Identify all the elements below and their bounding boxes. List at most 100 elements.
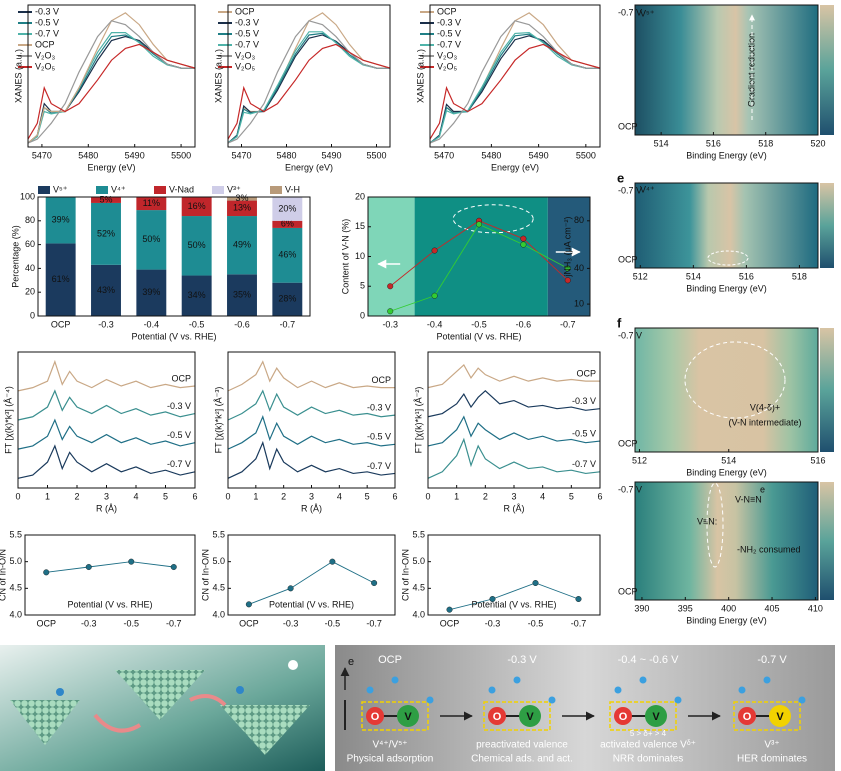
valence-label: activated valence Vᵟ⁺ bbox=[600, 740, 696, 751]
region-background bbox=[547, 197, 590, 316]
y2-tick-label: 40 bbox=[574, 263, 584, 273]
atom-label: V bbox=[404, 711, 412, 723]
legend-label: -0.5 V bbox=[437, 28, 461, 38]
series-line bbox=[227, 360, 395, 392]
bar-segment bbox=[272, 282, 303, 316]
point bbox=[520, 235, 527, 242]
bar-segment bbox=[272, 197, 303, 221]
bar-segment bbox=[181, 197, 212, 217]
y-tick-label: 5.0 bbox=[412, 556, 425, 566]
bar-segment bbox=[181, 275, 212, 316]
legend-label: V₂O₃ bbox=[235, 50, 255, 60]
n2-molecule bbox=[614, 686, 622, 694]
y-axis-label: CN of In-O/N bbox=[0, 549, 7, 601]
y-axis-label: XANES (a.u.) bbox=[13, 49, 23, 103]
atom-label: V bbox=[776, 711, 784, 723]
bar-segment bbox=[136, 269, 167, 316]
legend-label: -0.5 V bbox=[235, 28, 259, 38]
n2-molecule bbox=[56, 688, 64, 696]
panel-label: f bbox=[617, 315, 622, 330]
legend-label: V-H bbox=[285, 184, 300, 194]
y-tick-label: 40 bbox=[25, 263, 35, 273]
legend-label: V₂O₅ bbox=[437, 61, 457, 71]
series-line bbox=[429, 20, 600, 144]
plot-frame bbox=[634, 327, 819, 453]
process-label: Chemical ads. and act. bbox=[471, 754, 573, 765]
n2-molecule bbox=[488, 686, 496, 694]
legend-swatch bbox=[212, 186, 224, 194]
flow-arrow bbox=[189, 694, 227, 707]
heatmap-image bbox=[635, 183, 818, 268]
series-line bbox=[17, 444, 196, 479]
y-axis-label: XANES (a.u.) bbox=[415, 49, 425, 103]
y-tick-label: 15 bbox=[355, 221, 365, 231]
x-tick-label: 3 bbox=[104, 491, 109, 501]
value-label: 35% bbox=[233, 290, 251, 300]
atom-label: O bbox=[619, 711, 628, 723]
series-label: -0.3 V bbox=[572, 396, 596, 406]
atom-label: O bbox=[743, 711, 752, 723]
value-label: 6% bbox=[281, 219, 294, 229]
x-tick-label: 514 bbox=[721, 455, 736, 465]
series-line bbox=[46, 561, 174, 573]
x-tick-label: 5 bbox=[365, 491, 370, 501]
series-line bbox=[429, 43, 601, 140]
legend-label: V₂O₃ bbox=[35, 50, 55, 60]
series-label: -0.3 V bbox=[167, 401, 191, 411]
value-label: 50% bbox=[188, 240, 206, 250]
x-tick-label: -0.5 bbox=[123, 618, 139, 628]
oxygen-atom bbox=[614, 707, 632, 725]
value-label: 39% bbox=[142, 287, 160, 297]
x-tick-label: 6 bbox=[392, 491, 397, 501]
active-site-box bbox=[361, 701, 429, 731]
y-axis-label: FT [χ(k)*k¹] (Å⁻²) bbox=[413, 387, 423, 454]
bar-segment bbox=[227, 216, 257, 275]
legend-label: V-Nad bbox=[169, 184, 194, 194]
point bbox=[431, 247, 438, 254]
y-tick-label: 100 bbox=[20, 191, 35, 201]
n2-molecule bbox=[738, 686, 746, 694]
x-tick-label: -0.4 bbox=[427, 319, 443, 329]
bar-segment bbox=[45, 243, 76, 316]
series-line bbox=[27, 20, 195, 144]
x-tick-label: -0.3 bbox=[81, 618, 97, 628]
x-tick-label: 1 bbox=[253, 491, 258, 501]
x-tick-label: 5480 bbox=[276, 150, 296, 160]
value-label: 20% bbox=[278, 203, 296, 213]
x-tick-label: 395 bbox=[678, 603, 693, 613]
x-tick-label: 5490 bbox=[321, 150, 341, 160]
value-label: 28% bbox=[278, 294, 296, 304]
colorbar bbox=[820, 482, 834, 600]
highlight bbox=[706, 482, 724, 568]
potential-label: OCP bbox=[378, 654, 402, 666]
x-axis-label: Binding Energy (eV) bbox=[686, 615, 767, 625]
n2-molecule bbox=[426, 696, 434, 704]
legend-label: OCP bbox=[437, 6, 457, 16]
value-label: 3% bbox=[235, 193, 248, 203]
bar-segment bbox=[272, 227, 303, 283]
y2-axis-label: jNH₃ (μA cm⁻²) bbox=[562, 216, 572, 277]
series-line bbox=[427, 437, 601, 479]
x-tick-label: 4 bbox=[337, 491, 342, 501]
series-label: OCP bbox=[171, 373, 191, 383]
region-background bbox=[368, 197, 415, 316]
x-tick-label: -0.3 bbox=[382, 319, 398, 329]
annotation: (V-N intermediate) bbox=[728, 417, 801, 427]
plot-frame bbox=[634, 481, 819, 601]
delta-range: 5 > δ+ > 4 bbox=[630, 729, 667, 738]
heatmap-image bbox=[635, 328, 818, 452]
x-tick-label: -0.5 bbox=[471, 319, 487, 329]
point bbox=[85, 564, 92, 571]
x-tick-label: 0 bbox=[225, 491, 230, 501]
y-label: OCP bbox=[618, 254, 638, 264]
x-tick-label: -0.7 bbox=[571, 618, 587, 628]
colorbar bbox=[820, 328, 834, 452]
series-line bbox=[449, 582, 579, 611]
x-tick-label: -0.7 bbox=[166, 618, 182, 628]
plot-frame bbox=[227, 4, 391, 148]
legend-label: -0.3 V bbox=[235, 17, 259, 27]
series-line bbox=[27, 32, 195, 144]
y-tick-label: 20 bbox=[355, 191, 365, 201]
atom-label: V bbox=[652, 711, 660, 723]
